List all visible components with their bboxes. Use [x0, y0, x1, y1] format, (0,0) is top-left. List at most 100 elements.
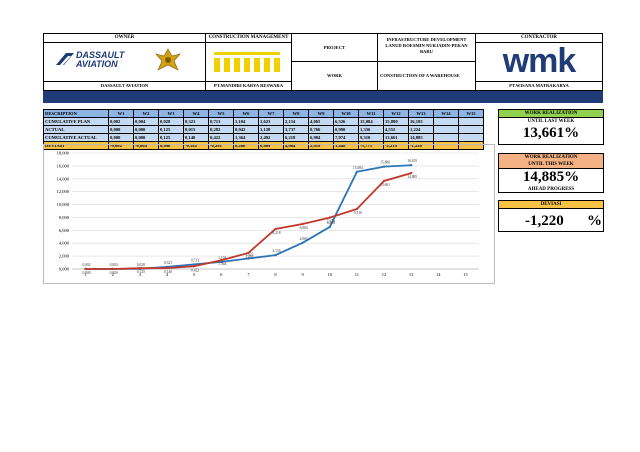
description-header: DESCRIPTION	[43, 109, 109, 118]
table-cell: 0,000	[133, 125, 159, 134]
data-point	[409, 164, 413, 167]
contractor-cell: CONTRACTOR wmk PT.WISANA MATRAKARYA	[476, 34, 602, 90]
air-force-emblem	[154, 46, 182, 81]
project-value: INFRASTRUCTURE DEVELOPMENT LANUD ROESMIN…	[385, 37, 468, 54]
table-cell: 0,321	[183, 117, 209, 126]
week-header: W1	[108, 109, 134, 118]
table-cell: 0,002	[108, 117, 134, 126]
x-tick-label: 7	[247, 272, 250, 277]
table-cell: 1,128	[258, 125, 284, 134]
table-cell: 0,125	[158, 125, 184, 134]
data-label: 0,713	[191, 258, 199, 263]
contractor-name: PT.WISANA MATRAKARYA	[476, 81, 602, 90]
x-tick-label: 8	[274, 272, 277, 277]
table-cell: 14,885	[408, 133, 434, 142]
table-cell: 1,336	[358, 125, 384, 134]
logo-line-2: AVIATION	[76, 59, 118, 69]
cm-name: PT.MANDIRI KARYA RESWARA	[206, 81, 291, 90]
table-cell: 0,942	[233, 125, 259, 134]
data-point	[247, 257, 250, 260]
panel-subtitle: UNTIL LAST WEEK	[527, 119, 575, 124]
cm-logo	[214, 48, 284, 81]
table-cell: 0,000	[108, 125, 134, 134]
y-tick-label: 12,000	[57, 189, 70, 195]
x-tick-label: 15	[463, 272, 468, 277]
y-tick-label: 10,000	[57, 202, 70, 208]
data-label: 6,526	[327, 221, 335, 226]
table-cell: 0,713	[208, 117, 234, 126]
data-label: 0,321	[164, 261, 172, 266]
data-label: 14,885	[407, 175, 417, 180]
project-label-cell: PROJECT	[292, 34, 378, 62]
dassault-wordmark: DASSAULT AVIATION	[76, 51, 124, 69]
realization-last-week-panel: WORK REALIZATION UNTIL LAST WEEK 13,661%	[498, 109, 604, 145]
table-header-row: DESCRIPTION W1 W2 W3 W4 W5 W6 W7 W8 W9 W…	[43, 109, 484, 118]
owner-label: OWNER	[44, 34, 205, 43]
deviasi-unit: %	[587, 213, 602, 229]
data-point	[192, 265, 196, 268]
cm-label: CONSTRUCTION MANAGEMENT	[206, 34, 291, 43]
week-header: W12	[383, 109, 409, 118]
data-point	[84, 267, 87, 271]
table-cell: 6,984	[308, 133, 334, 142]
row-label: CUMULATIVE ACTUAL	[43, 133, 109, 142]
data-label: 1,623	[245, 253, 253, 258]
table-cell: 0,140	[183, 133, 209, 142]
data-point	[382, 165, 386, 168]
week-header: W6	[233, 109, 259, 118]
table-cell: 0,282	[208, 125, 234, 134]
deviasi-value: -1,220	[525, 213, 564, 229]
table-cell: 2,492	[258, 133, 284, 142]
chart-svg: 0,0002,0004,0006,0008,00010,00012,00014,…	[57, 151, 479, 277]
table-cell: 16,105	[408, 117, 434, 126]
panel-title: WORK REALIZATION	[499, 110, 603, 118]
data-label: 2,492	[245, 255, 253, 260]
x-tick-label: 2	[112, 272, 114, 277]
x-tick-label: 13	[409, 272, 414, 277]
panel-subtitle: UNTIL THIS WEEK	[499, 161, 603, 169]
project-label: PROJECT	[323, 45, 346, 50]
y-tick-label: 16,000	[57, 163, 70, 169]
data-label: 0,000	[83, 271, 91, 276]
table-cell: 0,015	[183, 125, 209, 134]
data-label: 4,065	[300, 237, 308, 242]
week-header: W7	[258, 109, 284, 118]
data-label: 0,125	[137, 270, 145, 275]
table-cell: 0,028	[158, 117, 184, 126]
table-cell: 2,154	[283, 117, 309, 126]
week-header: W9	[308, 109, 334, 118]
x-tick-label: 4	[166, 272, 169, 277]
table-cell	[433, 117, 459, 126]
realization-this-week-panel: WORK REALIZATION UNTIL THIS WEEK 14,885%…	[498, 153, 604, 193]
data-point	[192, 263, 196, 266]
table-cell: 4,552	[383, 125, 409, 134]
data-label: 0,422	[191, 268, 199, 273]
cm-cell: CONSTRUCTION MANAGEMENT PT.MANDIRI KARYA…	[206, 34, 292, 90]
work-value: CONSTRUCTION OF A WAREHOUSE	[380, 73, 460, 78]
y-tick-label: 2,000	[59, 254, 70, 260]
data-point	[220, 260, 223, 264]
week-header: W10	[333, 109, 359, 118]
x-tick-label: 6	[220, 272, 223, 277]
table-cell: 1,623	[258, 117, 284, 126]
data-point	[274, 253, 277, 257]
data-point	[111, 267, 114, 271]
table-row-actual: ACTUAL 0,000 0,000 0,125 0,015 0,282 0,9…	[43, 125, 484, 134]
week-header: W15	[458, 109, 484, 118]
owner-cell: OWNER DASSAULT AVIATION DASSAULT AVIATIO…	[44, 34, 206, 90]
week-header: W13	[408, 109, 434, 118]
table-cell: 3,737	[283, 125, 309, 134]
data-point	[247, 251, 250, 255]
table-cell: 0,004	[133, 117, 159, 126]
data-point	[382, 179, 386, 183]
table-cell: 0,422	[208, 133, 234, 142]
y-tick-label: 8,000	[59, 215, 70, 221]
table-cell: 15,880	[383, 117, 409, 126]
progress-table: DESCRIPTION W1 W2 W3 W4 W5 W6 W7 W8 W9 W…	[43, 109, 484, 150]
table-cell: 6,526	[333, 117, 359, 126]
deviasi-value-row: -1,220 %	[499, 209, 603, 233]
week-header: W5	[208, 109, 234, 118]
owner-name: DASSAULT AVIATION	[44, 81, 205, 90]
week-header: W3	[158, 109, 184, 118]
table-cell	[433, 133, 459, 142]
